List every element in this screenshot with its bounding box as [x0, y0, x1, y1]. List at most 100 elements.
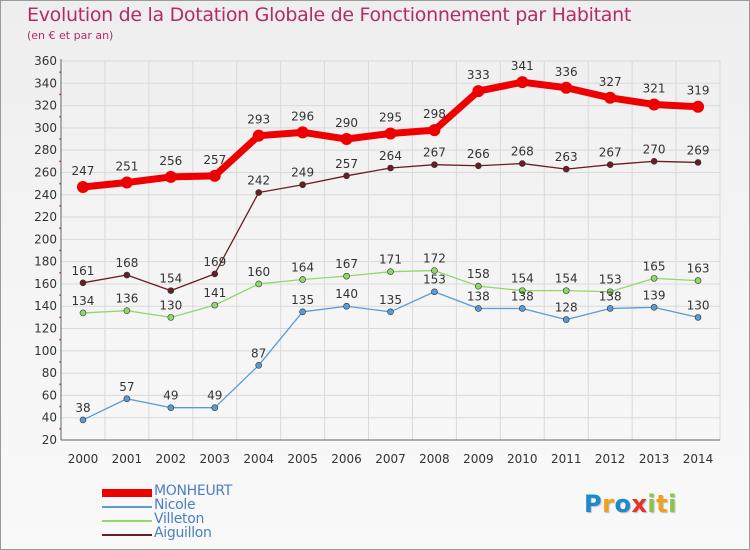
y-minor-tick	[59, 338, 61, 341]
data-label: 172	[423, 252, 446, 266]
legend-item: Aiguillon	[102, 525, 322, 542]
data-label: 169	[203, 255, 226, 269]
data-label: 158	[467, 267, 490, 281]
legend-label: Nicole	[154, 497, 196, 513]
legend-item: MONHEURT	[102, 483, 322, 500]
data-label: 269	[687, 143, 710, 157]
legend-label: Aiguillon	[154, 525, 212, 541]
data-label: 333	[467, 68, 490, 82]
data-label: 161	[72, 264, 95, 278]
y-minor-tick	[59, 271, 61, 274]
data-point	[299, 276, 306, 283]
data-point	[384, 127, 397, 140]
legend-swatch	[102, 506, 152, 508]
data-point	[606, 161, 614, 168]
legend-swatch	[102, 520, 152, 522]
data-point	[694, 159, 702, 166]
data-label: 87	[251, 346, 266, 360]
data-label: 171	[379, 253, 402, 267]
data-point	[79, 416, 87, 424]
logo-letter: i	[668, 490, 677, 518]
data-point	[650, 275, 658, 282]
data-point	[694, 314, 702, 321]
data-point	[472, 85, 485, 98]
data-point	[120, 176, 133, 189]
data-label: 139	[643, 288, 666, 302]
data-label: 130	[687, 298, 710, 312]
y-minor-tick	[59, 405, 61, 408]
y-tick-label: 100	[34, 344, 57, 358]
y-tick-label: 240	[34, 188, 57, 202]
data-label: 135	[379, 293, 402, 307]
data-point	[79, 279, 87, 287]
x-tick-label: 2010	[507, 452, 538, 466]
y-minor-tick	[59, 361, 61, 363]
logo-letter: o	[614, 490, 632, 518]
data-point	[211, 404, 219, 411]
x-tick-label: 2006	[331, 452, 362, 466]
x-tick-label: 2003	[199, 452, 230, 466]
data-point	[431, 267, 438, 274]
data-label: 160	[247, 265, 270, 279]
data-label: 130	[159, 298, 182, 312]
y-tick-label: 320	[34, 99, 57, 113]
y-tick-label: 300	[34, 121, 57, 135]
data-point	[518, 287, 526, 294]
y-tick-label: 280	[34, 143, 57, 157]
data-point	[208, 169, 221, 182]
legend-label: MONHEURT	[154, 483, 233, 499]
y-tick-label: 60	[42, 388, 57, 402]
data-label: 163	[687, 262, 710, 276]
data-label: 153	[599, 273, 622, 287]
data-point	[255, 362, 263, 369]
data-label: 128	[555, 301, 578, 315]
data-point	[387, 164, 394, 172]
data-point	[650, 304, 658, 311]
data-point	[211, 301, 219, 309]
x-tick-label: 2005	[287, 452, 318, 466]
data-point	[387, 268, 394, 275]
y-tick-label: 260	[34, 165, 57, 179]
data-label: 336	[555, 65, 578, 79]
data-label: 321	[643, 81, 666, 95]
data-point	[387, 308, 394, 316]
data-label: 138	[467, 289, 490, 303]
x-tick-label: 2011	[551, 452, 582, 466]
data-point	[123, 395, 131, 403]
data-point	[694, 277, 702, 284]
data-point	[343, 272, 350, 280]
data-point	[340, 133, 353, 146]
data-label: 327	[599, 75, 622, 89]
data-point	[211, 270, 219, 278]
y-minor-tick	[59, 316, 61, 319]
data-label: 165	[643, 259, 666, 273]
legend-item: Villeton	[102, 511, 322, 528]
legend-swatch	[102, 534, 152, 536]
data-label: 138	[511, 289, 534, 303]
y-tick-label: 160	[34, 277, 57, 291]
data-point	[296, 126, 309, 139]
data-point	[299, 308, 306, 316]
data-point	[431, 288, 438, 296]
data-label: 341	[511, 59, 534, 73]
data-label: 290	[335, 116, 358, 130]
x-tick-label: 2008	[419, 452, 450, 466]
y-minor-tick	[59, 383, 61, 386]
y-minor-tick	[59, 427, 61, 430]
data-point	[648, 98, 661, 111]
x-tick-label: 2014	[683, 452, 714, 466]
data-point	[79, 309, 87, 317]
data-label: 249	[291, 166, 314, 180]
data-label: 167	[335, 257, 358, 271]
y-minor-tick	[59, 93, 61, 96]
data-point	[431, 161, 438, 168]
data-label: 57	[119, 380, 134, 394]
data-point	[123, 307, 131, 314]
data-label: 267	[599, 146, 622, 160]
data-point	[475, 162, 482, 170]
y-tick-label: 200	[34, 232, 57, 246]
data-label: 295	[379, 110, 402, 124]
y-minor-tick	[59, 71, 61, 74]
data-label: 298	[423, 107, 446, 121]
y-minor-tick	[59, 227, 61, 230]
